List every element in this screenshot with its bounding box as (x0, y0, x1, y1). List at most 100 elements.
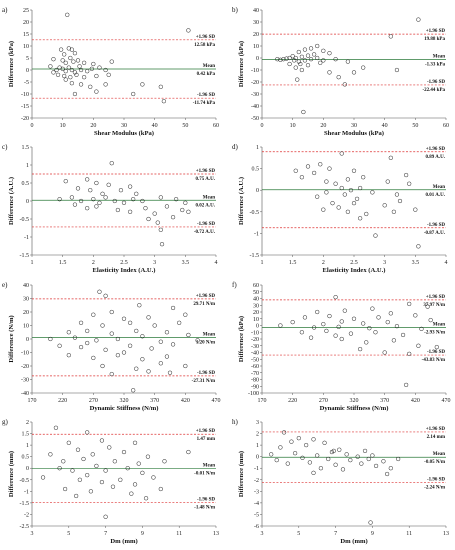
y-tick-label: -1.5 (20, 501, 30, 507)
y-tick-label: 0 (256, 188, 259, 194)
data-point (336, 75, 341, 80)
data-point (359, 461, 364, 466)
y-axis-label: Difference (mm) (238, 451, 245, 497)
data-point (339, 151, 344, 156)
data-point (186, 28, 191, 33)
x-tick-label: 30 (351, 123, 357, 129)
y-tick-label: -1 (254, 466, 259, 472)
lower-loa-value: -43.83 N/m (422, 358, 446, 363)
data-point (63, 60, 68, 65)
data-point (345, 177, 351, 182)
data-point (69, 67, 75, 73)
data-point (385, 319, 390, 325)
data-point (327, 51, 332, 56)
data-point (94, 338, 99, 343)
data-point (60, 58, 65, 63)
lower-loa-label: -1.96 SD (427, 223, 445, 228)
data-point (311, 170, 317, 176)
data-point (88, 84, 93, 89)
panel-c: c) -1.5 -1 -0.5 0 0.5 1 1.5 1 1.5 2 2.5 3 3.5 4 Elastic… (2, 143, 218, 274)
y-tick-label: 0 (256, 56, 259, 62)
data-point (78, 82, 84, 87)
data-point (394, 324, 400, 329)
x-tick-label: 13 (443, 531, 449, 537)
data-point (407, 181, 412, 186)
data-point (85, 340, 90, 346)
data-point (170, 305, 176, 311)
x-tick-label: 4 (215, 260, 218, 266)
data-point (345, 209, 351, 214)
data-point (296, 436, 301, 441)
data-point (78, 320, 84, 325)
data-point (109, 59, 114, 64)
data-point (69, 81, 75, 86)
data-point (336, 324, 341, 330)
upper-loa-label: +1.96 SD (426, 427, 446, 432)
x-tick-label: 1 (261, 260, 264, 266)
y-tick-label: 1.5 (22, 432, 30, 438)
data-point (66, 353, 71, 358)
x-axis-label: Dm (mm) (110, 538, 137, 545)
data-point (62, 486, 68, 492)
x-tick-label: 3 (153, 260, 156, 266)
data-point (186, 449, 191, 455)
y-axis-label: Difference (A.U.) (238, 177, 245, 225)
data-point (97, 65, 102, 70)
data-point (339, 319, 344, 324)
data-point (292, 451, 298, 456)
y-tick-label: 10 (253, 317, 259, 323)
x-axis-label: Elasticity Index (A.U.) (322, 267, 385, 274)
x-axis-label: Elasticity Index (A.U.) (92, 267, 155, 274)
y-tick-label: -40 (251, 104, 259, 110)
data-point (97, 289, 102, 294)
upper-loa-value: 0.75 A.U. (196, 177, 216, 182)
x-tick-label: 470 (442, 398, 451, 404)
y-tick-label: 15 (23, 32, 29, 38)
x-tick-label: 2 (92, 260, 95, 266)
upper-loa-value: 12.58 kPa (194, 43, 215, 48)
x-tick-label: 9 (371, 531, 374, 537)
data-point (48, 452, 53, 457)
data-point (295, 77, 300, 82)
data-point (85, 177, 90, 182)
y-tick-label: -100 (248, 391, 259, 397)
data-point (57, 343, 62, 348)
lower-loa-value: -11.74 kPa (193, 101, 216, 106)
data-point (413, 313, 418, 318)
y-tick-label: 0 (26, 199, 29, 205)
y-tick-label: 1 (256, 145, 259, 151)
data-point (63, 77, 68, 82)
mean-value: 0.02 A.U. (196, 203, 216, 208)
panel-a: a) -20 -15 -10 -5 0 5 10 15 20 25 0 10 20 30 40 50 60 Shea… (2, 6, 219, 137)
data-point (75, 186, 81, 191)
data-point (121, 200, 127, 205)
data-point (61, 459, 66, 464)
data-point (143, 496, 149, 501)
lower-loa-value: -22.44 kPa (423, 88, 446, 93)
data-point (103, 293, 108, 298)
y-tick-label: 0 (26, 466, 29, 472)
data-point (388, 155, 393, 160)
data-point (299, 330, 305, 335)
data-point (296, 59, 301, 64)
x-tick-label: 0 (31, 123, 34, 129)
data-point (71, 59, 76, 64)
data-point (58, 47, 64, 52)
mean-value: -1.33 kPa (425, 63, 446, 68)
x-axis-label: Shear Modulus (kPa) (324, 130, 384, 137)
data-point (164, 354, 170, 359)
y-tick-label: 20 (253, 310, 259, 316)
y-tick-label: 2 (26, 420, 29, 426)
data-point (337, 447, 342, 452)
data-point (68, 75, 73, 80)
data-point (40, 475, 46, 480)
data-point (158, 339, 163, 344)
data-point (302, 58, 308, 63)
lower-loa-label: -1.96 SD (197, 371, 215, 376)
data-point (115, 336, 121, 342)
data-point (315, 453, 320, 458)
data-point (136, 461, 141, 466)
upper-loa-value: 29.71 N/m (193, 302, 216, 307)
data-point (107, 445, 112, 450)
x-tick-label: 3 (383, 260, 386, 266)
